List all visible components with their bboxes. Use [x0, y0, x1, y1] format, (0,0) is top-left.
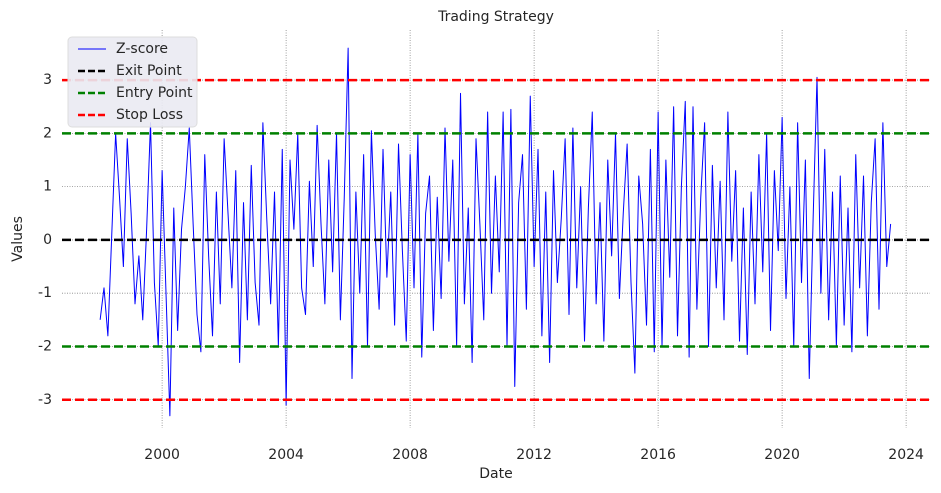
y-tick-label: 3 — [43, 72, 52, 88]
x-tick-label: 2012 — [516, 447, 552, 463]
legend-label: Entry Point — [116, 85, 193, 101]
y-tick-label: 1 — [43, 179, 52, 195]
y-tick-label: 0 — [43, 232, 52, 248]
x-tick-label: 2004 — [268, 447, 304, 463]
x-tick-label: 2016 — [640, 447, 676, 463]
legend-label: Exit Point — [116, 63, 182, 79]
y-axis-label: Values — [10, 216, 26, 262]
x-axis-label: Date — [479, 466, 512, 482]
y-tick-label: 2 — [43, 125, 52, 141]
x-tick-label: 2024 — [888, 447, 924, 463]
y-tick-label: -2 — [38, 338, 52, 354]
legend: Z-score Exit Point Entry Point Stop Loss — [67, 36, 198, 128]
legend-box — [67, 36, 198, 128]
x-tick-label: 2000 — [144, 447, 180, 463]
y-tick-label: -3 — [38, 392, 52, 408]
legend-label: Z-score — [116, 41, 168, 57]
legend-label: Stop Loss — [116, 107, 183, 123]
chart-title: Trading Strategy — [437, 9, 554, 25]
x-tick-label: 2020 — [764, 447, 800, 463]
data-line — [99, 47, 892, 417]
y-tick-label: -1 — [38, 285, 52, 301]
x-tick-label: 2008 — [392, 447, 428, 463]
